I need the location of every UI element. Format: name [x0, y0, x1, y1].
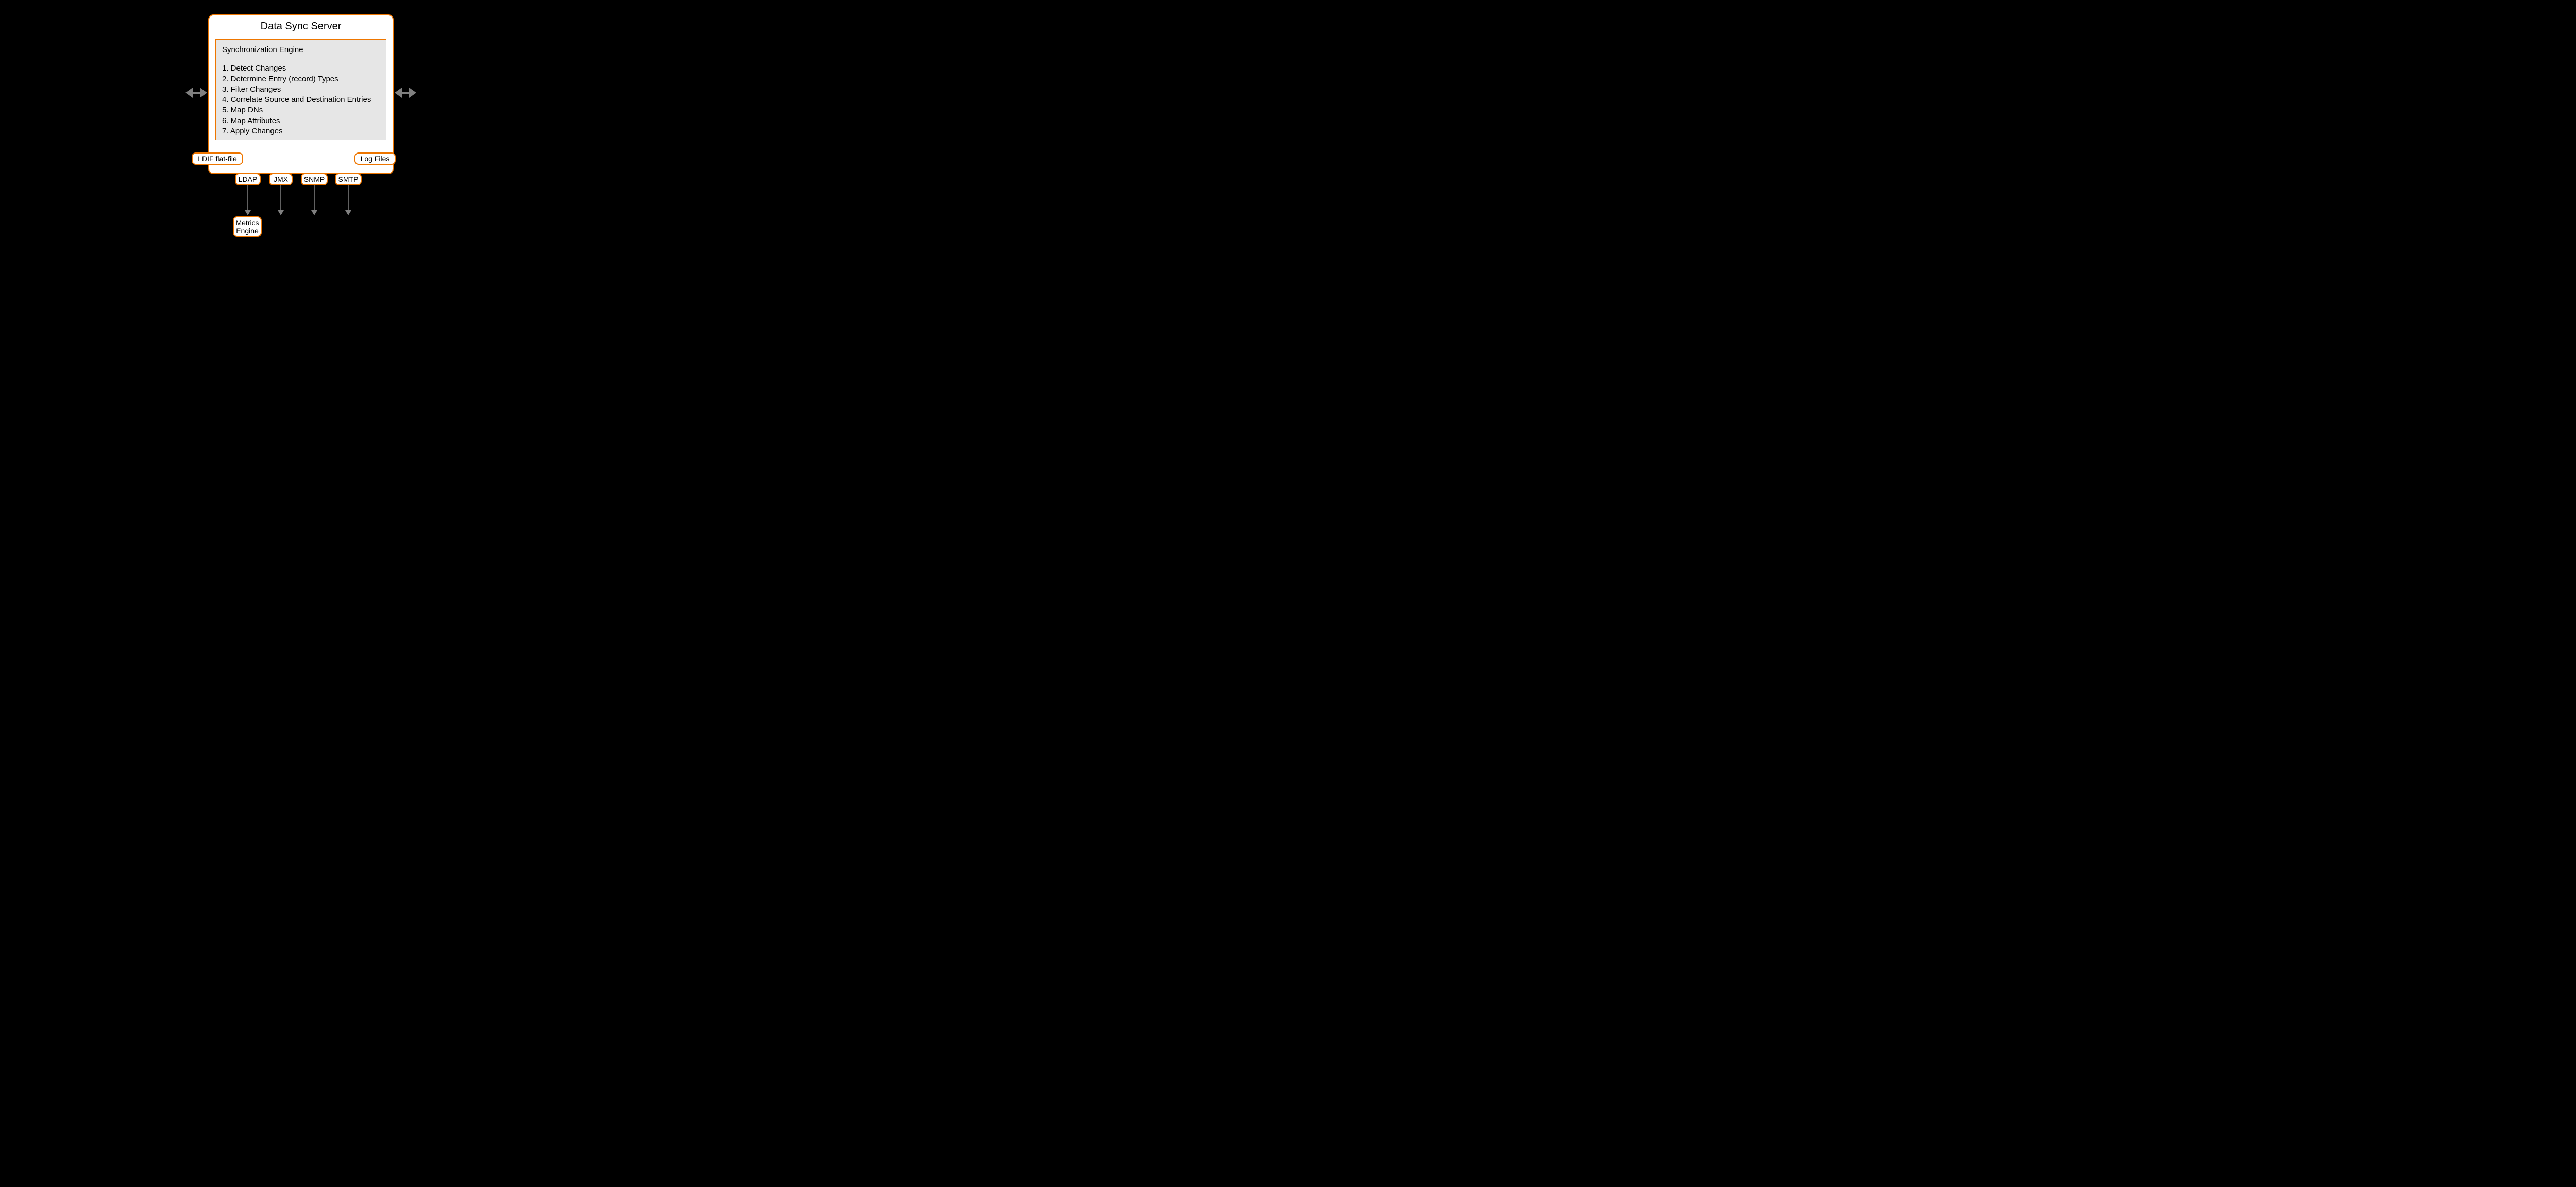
server-title: Data Sync Server	[209, 21, 393, 32]
jmx-label: JMX	[274, 175, 288, 183]
arrows-layer	[0, 0, 804, 294]
ldap-pill: LDAP	[235, 173, 261, 185]
ldap-label: LDAP	[239, 175, 258, 183]
diagram-canvas: Data Sync Server Synchronization Engine …	[0, 0, 804, 294]
metrics-engine-pill: Metrics Engine	[233, 216, 262, 237]
engine-step: 6. Map Attributes	[222, 116, 380, 126]
engine-step: 3. Filter Changes	[222, 84, 380, 95]
engine-step: 7. Apply Changes	[222, 126, 380, 137]
snmp-label: SNMP	[304, 175, 325, 183]
engine-box: Synchronization Engine 1. Detect Changes…	[215, 39, 386, 140]
engine-step: 4. Correlate Source and Destination Entr…	[222, 95, 380, 105]
ldif-pill: LDIF flat-file	[192, 152, 243, 165]
engine-title: Synchronization Engine	[222, 45, 380, 55]
metrics-engine-label: Metrics Engine	[235, 218, 259, 235]
logfiles-pill: Log Files	[354, 152, 396, 165]
engine-step: 1. Detect Changes	[222, 63, 380, 74]
jmx-pill: JMX	[269, 173, 293, 185]
snmp-pill: SNMP	[301, 173, 328, 185]
ldif-label: LDIF flat-file	[198, 155, 236, 163]
smtp-pill: SMTP	[335, 173, 362, 185]
engine-step: 2. Determine Entry (record) Types	[222, 74, 380, 84]
logfiles-label: Log Files	[361, 155, 390, 163]
engine-step: 5. Map DNs	[222, 105, 380, 115]
smtp-label: SMTP	[338, 175, 359, 183]
